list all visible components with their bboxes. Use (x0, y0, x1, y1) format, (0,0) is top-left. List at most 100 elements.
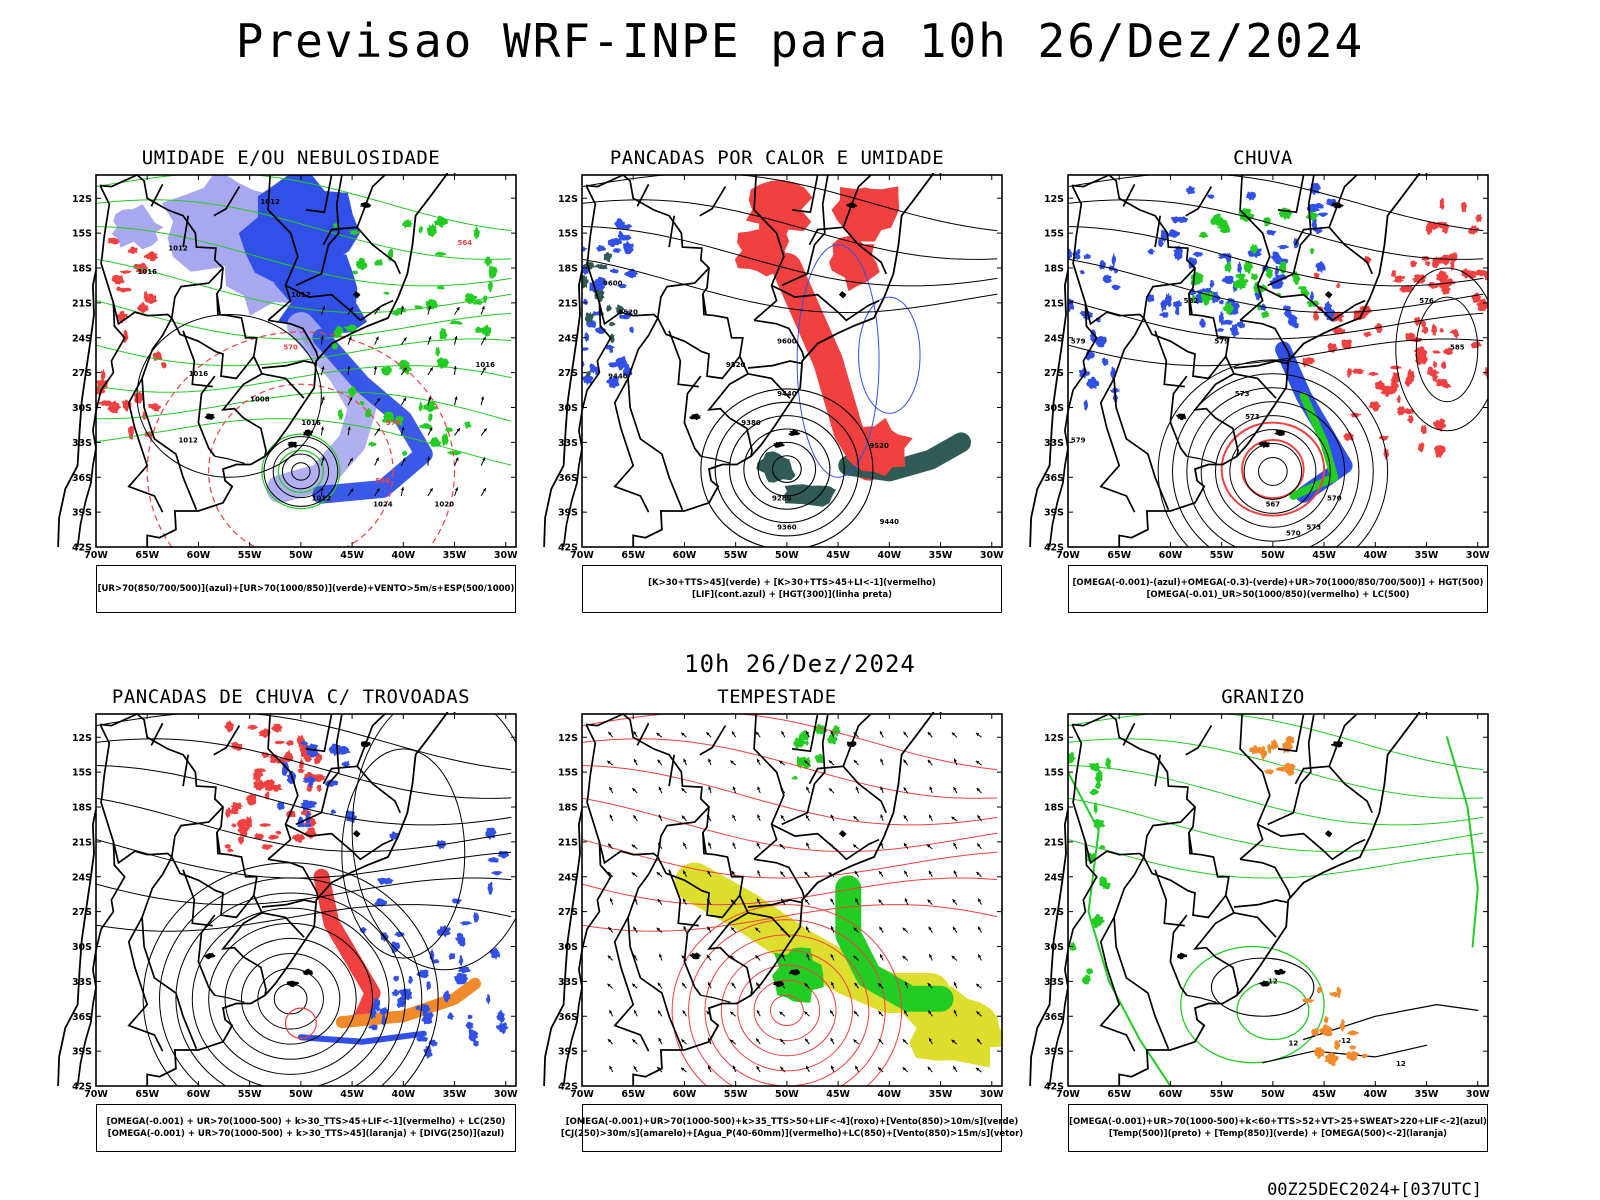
lat-tick-label: 12S (558, 194, 578, 205)
lon-tick-label: 50W (775, 1089, 799, 1100)
red-cell (1461, 202, 1467, 213)
lat-tick-label: 33S (72, 977, 92, 988)
storm-cell (312, 774, 327, 783)
green-cell (373, 259, 384, 266)
political-border (808, 765, 844, 785)
wind-arrow-head (428, 336, 432, 340)
temp850-cell (1068, 752, 1076, 764)
political-border (771, 284, 880, 322)
wind-vector (853, 815, 859, 822)
wind-arrow-head (609, 898, 613, 902)
wind-arrow-head (879, 730, 883, 735)
political-border (356, 713, 401, 814)
wind-vector (633, 1009, 638, 1017)
rain-cell (1199, 318, 1206, 328)
temp850-contour (1068, 797, 1484, 852)
wind-arrow-head (853, 1039, 857, 1043)
wind-arrow-head (632, 1039, 636, 1043)
wind-arrow-head (756, 1066, 760, 1070)
wind-vector (756, 758, 761, 766)
blue-cell (620, 234, 632, 241)
wind-vector (609, 897, 614, 905)
wind-arrow-head (853, 844, 857, 848)
lat-tick-label: 30S (1044, 942, 1064, 953)
wind-arrow-head (480, 396, 485, 400)
rain-cell (1218, 310, 1224, 326)
wind-arrow-head (830, 954, 834, 958)
political-border (1277, 713, 1305, 753)
political-border (1239, 319, 1292, 359)
wind-arrow-head (927, 983, 932, 987)
wind-vector (830, 953, 835, 961)
red-cell (1426, 368, 1441, 378)
coastline-west (57, 270, 97, 548)
red-cell (98, 400, 112, 407)
contour-label: 576 (386, 419, 401, 427)
lat-tick-label: 21S (558, 298, 578, 309)
wind-arrow-head (878, 983, 882, 987)
contour-label: 1012 (291, 291, 311, 299)
wind-vector (633, 1065, 638, 1073)
political-border (141, 317, 198, 511)
legend-line: [OMEGA(-0.001)-(azul)+OMEGA(-0.3)-(verde… (1072, 578, 1484, 588)
run-timestamp: 00Z25DEC2024+[037UTC] (1267, 1180, 1482, 1200)
wind-vector (904, 897, 909, 905)
political-border (305, 174, 333, 214)
lc850-contour (582, 877, 998, 906)
contour-label: 1020 (435, 500, 455, 508)
wind-vector (976, 843, 982, 850)
wind-arrow (347, 457, 354, 466)
wind-arrow-head (952, 899, 956, 903)
wind-arrow-head (657, 982, 662, 987)
wind-arrow-head (376, 488, 380, 492)
wind-arrow-head (953, 1066, 957, 1070)
wind-vector (656, 871, 663, 878)
wind-vector (952, 926, 958, 933)
coastline-west (543, 270, 583, 548)
lake (1258, 980, 1271, 987)
wind-arrow (400, 486, 405, 496)
red-cell (1420, 319, 1426, 329)
wind-arrow-head (929, 954, 933, 958)
red-cell (1440, 360, 1447, 370)
wind-arrow-head (429, 427, 433, 431)
map-chuva: 582 579 579 573 570 573 567 570 573 585 576 579 12S 1… (1029, 173, 1490, 561)
temp850-cell (1099, 845, 1106, 850)
pressure-contour (281, 453, 320, 490)
wind-arrow-head (756, 1010, 760, 1014)
storm-cell (271, 783, 283, 792)
contour-label: 570 (1286, 529, 1301, 537)
wind-arrow-head (707, 870, 711, 875)
political-border (76, 841, 126, 1087)
wind-arrow (480, 366, 487, 376)
contour-label: 585 (1450, 343, 1465, 351)
red-cell (1441, 225, 1449, 234)
wind-vector (779, 1066, 786, 1073)
wind-arrow-head (880, 758, 884, 763)
wind-arrow-head (321, 366, 325, 370)
blue-cell (607, 238, 617, 248)
wind-vector (878, 1038, 884, 1045)
wind-arrow-head (830, 1065, 834, 1070)
red-cell (1475, 269, 1487, 277)
divergence-cell (448, 952, 456, 960)
political-border (1154, 869, 1185, 927)
red-cell (1420, 424, 1427, 434)
divergence-cell (443, 990, 451, 1003)
wind-vector (731, 870, 737, 878)
divergence-cell (397, 988, 410, 995)
wind-vector (975, 983, 982, 989)
wind-arrow-head (403, 337, 407, 341)
political-border (1048, 302, 1098, 548)
divergence-cell (377, 877, 390, 885)
pressure-contour (272, 444, 330, 499)
wind-arrow-head (879, 954, 884, 958)
rain-cell (1086, 376, 1100, 390)
panel-title: PANCADAS POR CALOR E UMIDADE (609, 147, 945, 169)
contour-label: 9600 (777, 338, 797, 346)
wind850-cell (831, 725, 841, 738)
lat-tick-label: 12S (72, 733, 92, 744)
lon-tick-label: 30W (1466, 1089, 1490, 1100)
pressure-contour (291, 462, 311, 481)
contour-label: 1008 (250, 396, 270, 404)
